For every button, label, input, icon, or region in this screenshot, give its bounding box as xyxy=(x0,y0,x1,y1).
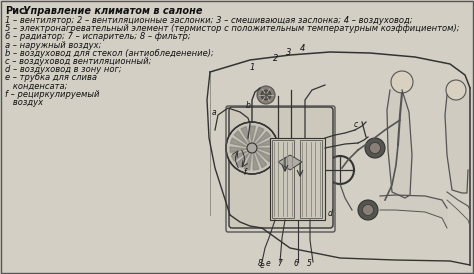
Polygon shape xyxy=(278,155,302,170)
Polygon shape xyxy=(380,195,447,228)
Polygon shape xyxy=(254,127,264,143)
Text: e – трубка для слива: e – трубка для слива xyxy=(5,73,97,82)
FancyBboxPatch shape xyxy=(229,107,333,228)
Text: a – наружный воздух;: a – наружный воздух; xyxy=(5,41,101,50)
Text: 5 – электронагревательный элемент (термистор с положительным температурным коэфф: 5 – электронагревательный элемент (терми… xyxy=(5,24,460,33)
Text: 1: 1 xyxy=(249,63,255,72)
Polygon shape xyxy=(230,147,247,153)
Text: a: a xyxy=(212,108,216,117)
Polygon shape xyxy=(257,148,274,154)
Text: конденсата;: конденсата; xyxy=(5,82,67,91)
Polygon shape xyxy=(387,90,412,198)
Polygon shape xyxy=(231,151,248,161)
Text: 2: 2 xyxy=(273,54,279,63)
Text: b: b xyxy=(246,101,250,110)
Text: b – воздуховод для стекол (антиобледенение);: b – воздуховод для стекол (антиобледенен… xyxy=(5,49,214,58)
Polygon shape xyxy=(253,153,259,170)
Text: 6 – радиатор; 7 – испаритель; 8 – фильтр;: 6 – радиатор; 7 – испаритель; 8 – фильтр… xyxy=(5,32,191,41)
Text: 8: 8 xyxy=(258,259,263,268)
Polygon shape xyxy=(256,150,272,162)
Text: 1 – вентилятор; 2 – вентиляционные заслонки; 3 – смешивающая заслонка; 4 – возду: 1 – вентилятор; 2 – вентиляционные засло… xyxy=(5,16,413,25)
Circle shape xyxy=(365,138,385,158)
Circle shape xyxy=(257,86,275,104)
Text: воздух: воздух xyxy=(5,98,43,107)
Text: Рис.: Рис. xyxy=(5,6,28,16)
Polygon shape xyxy=(237,152,249,167)
Text: e: e xyxy=(260,261,264,270)
Polygon shape xyxy=(255,152,267,168)
Text: d – воздуховод в зону ног;: d – воздуховод в зону ног; xyxy=(5,65,122,74)
Polygon shape xyxy=(244,153,252,170)
Text: Управление климатом в салоне: Управление климатом в салоне xyxy=(23,6,202,16)
Text: c: c xyxy=(354,120,358,129)
Circle shape xyxy=(391,71,413,93)
Text: d: d xyxy=(328,209,332,218)
Circle shape xyxy=(446,80,466,100)
Text: e: e xyxy=(265,259,270,268)
Polygon shape xyxy=(256,139,274,146)
Polygon shape xyxy=(445,95,468,193)
Text: 6: 6 xyxy=(293,259,299,268)
Text: f: f xyxy=(244,168,246,177)
Text: 3: 3 xyxy=(286,48,292,57)
Text: 7: 7 xyxy=(278,259,283,268)
Text: 4: 4 xyxy=(301,44,306,53)
Text: 5: 5 xyxy=(307,259,311,268)
FancyBboxPatch shape xyxy=(270,138,325,220)
Polygon shape xyxy=(230,138,247,147)
Circle shape xyxy=(370,142,381,153)
Circle shape xyxy=(247,143,257,153)
Polygon shape xyxy=(241,127,249,144)
Circle shape xyxy=(363,204,374,215)
Polygon shape xyxy=(250,126,255,143)
Circle shape xyxy=(226,122,278,174)
Circle shape xyxy=(358,200,378,220)
Text: f – рециркулируемый: f – рециркулируемый xyxy=(5,90,100,99)
Text: c – воздуховод вентиляционный;: c – воздуховод вентиляционный; xyxy=(5,57,152,66)
Circle shape xyxy=(261,90,271,100)
Polygon shape xyxy=(255,132,271,144)
Polygon shape xyxy=(234,131,248,145)
